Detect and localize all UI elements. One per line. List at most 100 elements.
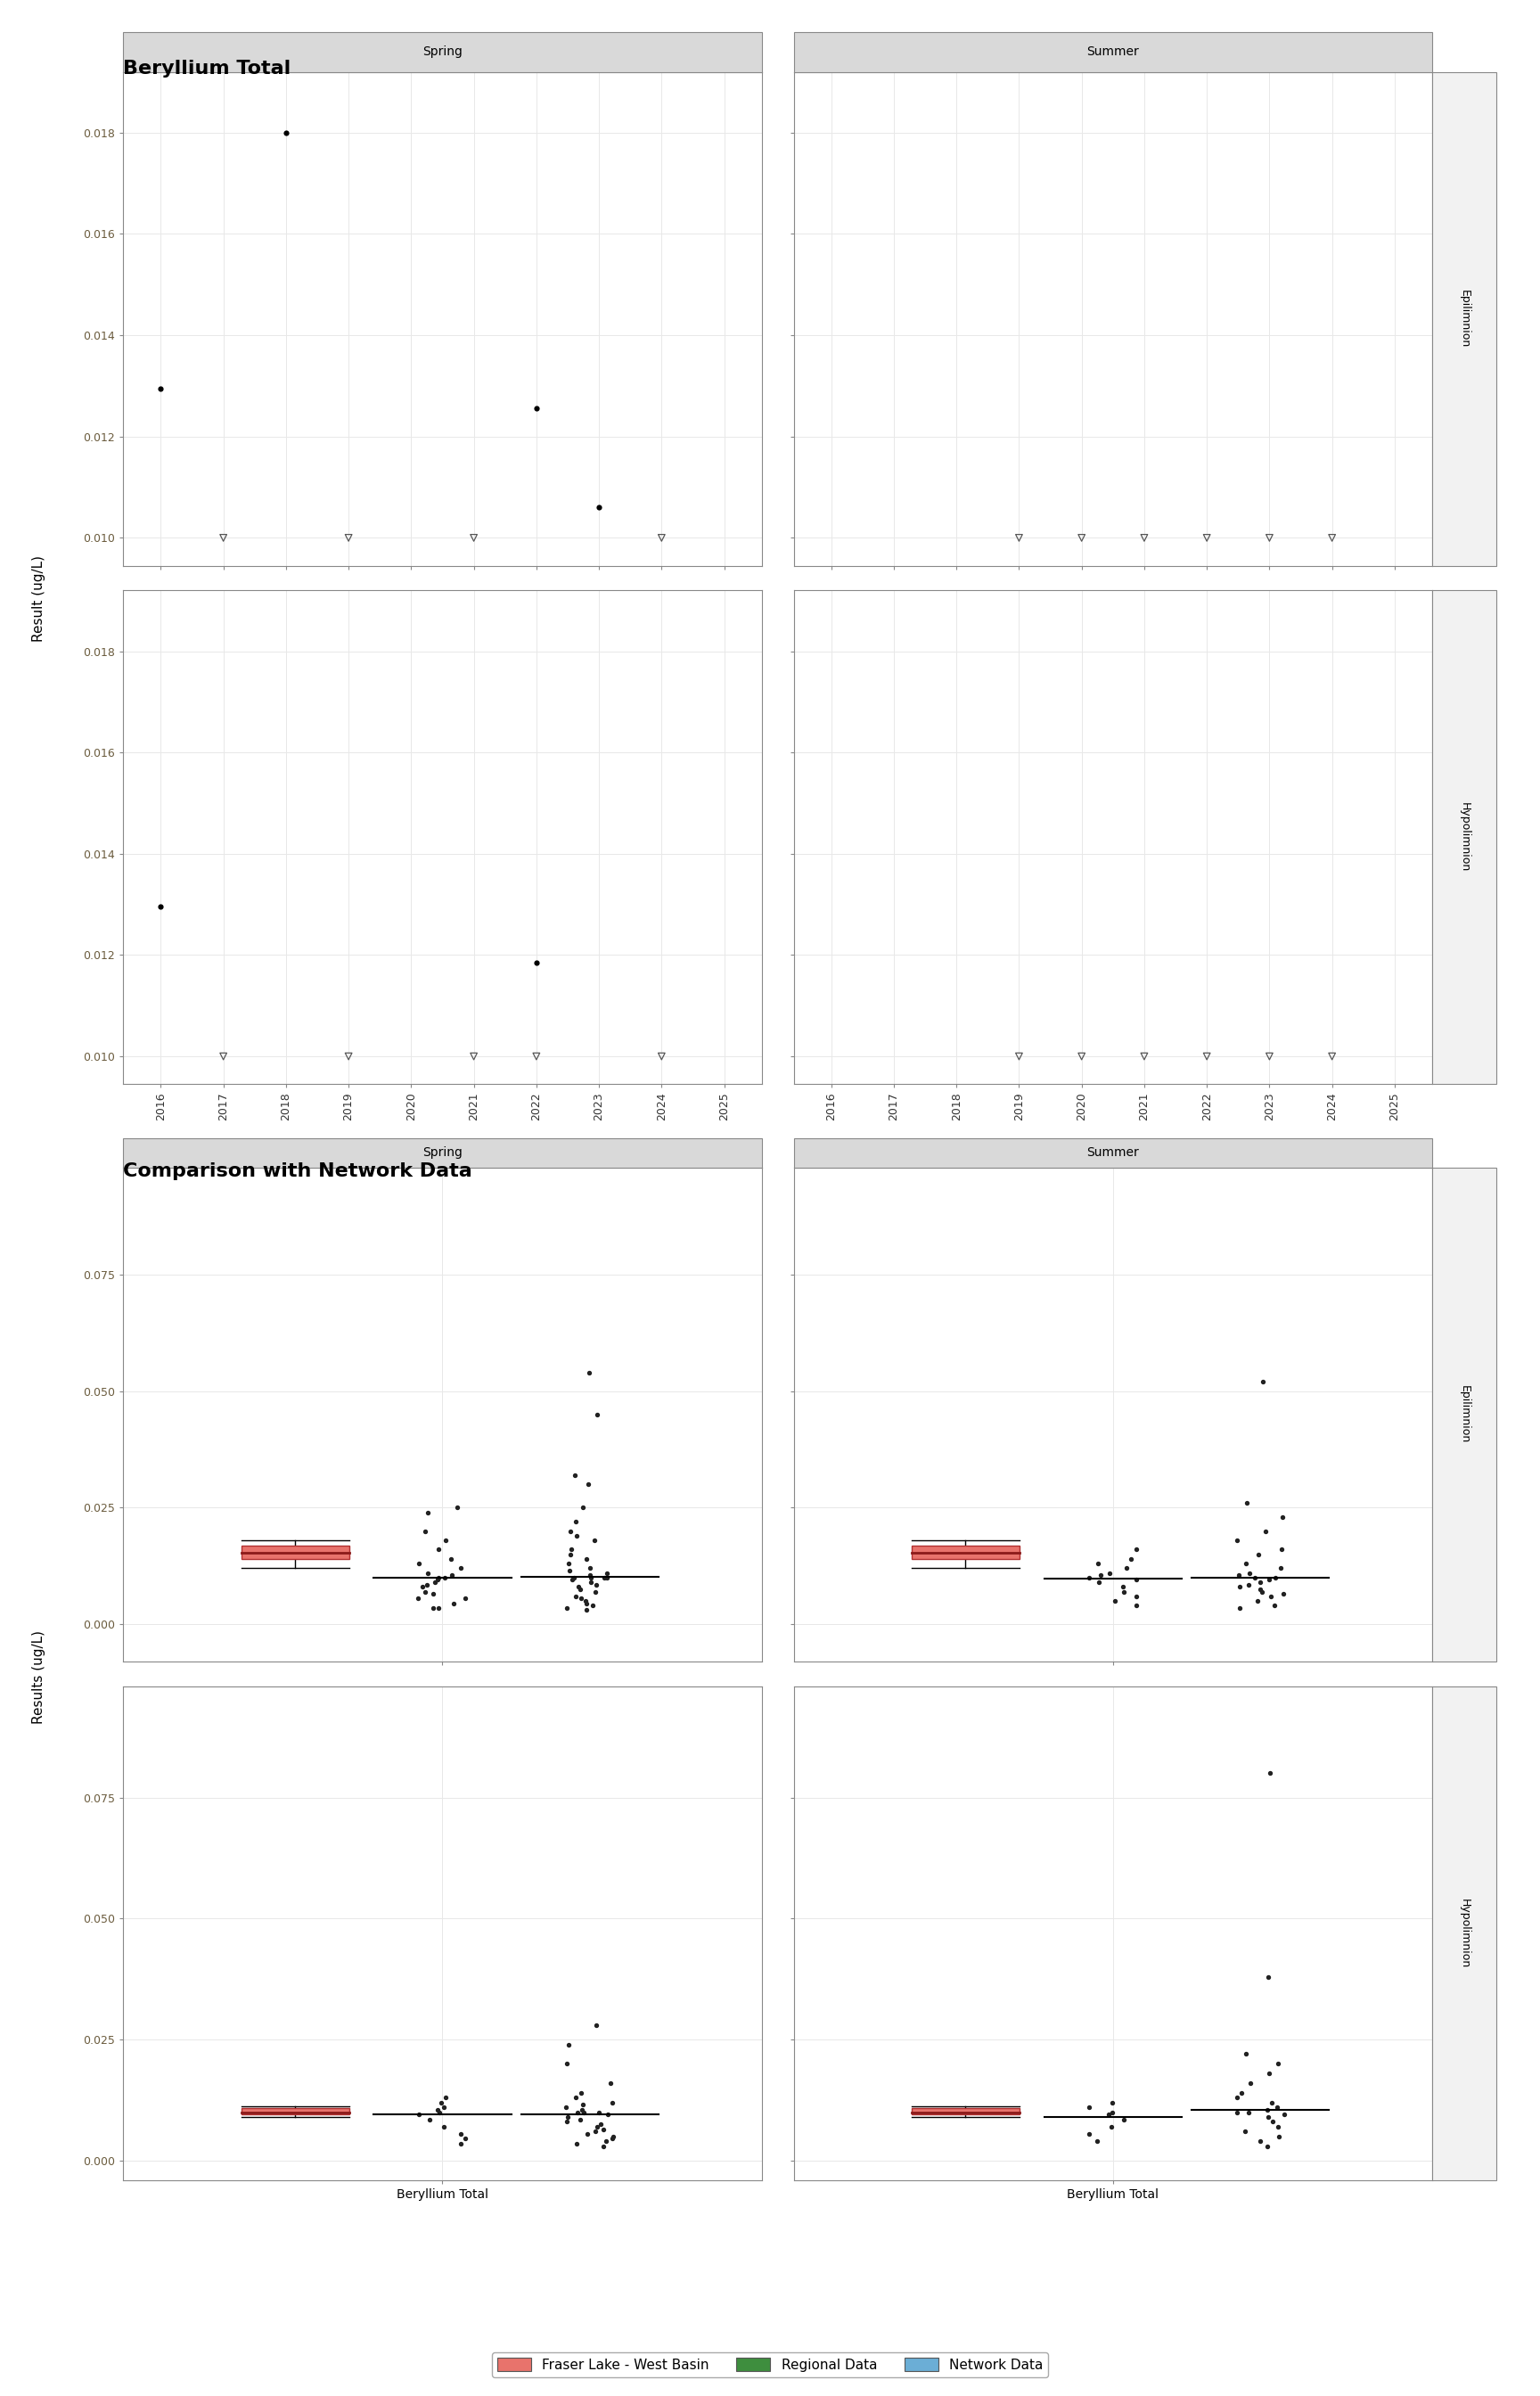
- Text: Epilimnion: Epilimnion: [1458, 1385, 1469, 1445]
- Point: [579, 1562, 604, 1601]
- Point: [1224, 2077, 1249, 2116]
- Point: [439, 1541, 464, 1579]
- Point: [553, 2089, 578, 2128]
- Point: [1266, 2118, 1291, 2156]
- Point: [1257, 2099, 1281, 2137]
- Point: [211, 518, 236, 556]
- Point: [1224, 2094, 1249, 2132]
- Point: [1227, 1589, 1252, 1627]
- Point: [584, 1565, 608, 1603]
- Point: [1250, 1363, 1275, 1402]
- Text: Hypolimnion: Hypolimnion: [1458, 1898, 1469, 1967]
- Bar: [242, 2108, 350, 2116]
- Point: [1195, 1037, 1220, 1076]
- Point: [1237, 2094, 1261, 2132]
- Point: [462, 1037, 487, 1076]
- Point: [1227, 1567, 1252, 1605]
- Bar: [123, 34, 762, 72]
- Point: [1247, 1569, 1272, 1608]
- Point: [599, 2085, 624, 2123]
- Point: [1087, 1562, 1112, 1601]
- Point: [565, 2094, 590, 2132]
- Bar: [912, 1545, 1019, 1560]
- Point: [439, 1555, 464, 1593]
- Point: [1086, 1545, 1110, 1584]
- Point: [148, 889, 172, 927]
- Point: [410, 1567, 434, 1605]
- Point: [427, 1589, 451, 1627]
- Point: [556, 2099, 581, 2137]
- Point: [587, 489, 611, 527]
- Point: [650, 518, 675, 556]
- Point: [578, 1557, 602, 1596]
- Point: [431, 2108, 456, 2147]
- Point: [413, 1572, 437, 1610]
- Point: [1235, 1483, 1260, 1521]
- Point: [573, 1581, 598, 1620]
- Point: [582, 2113, 607, 2152]
- Point: [431, 2089, 456, 2128]
- Point: [1257, 518, 1281, 556]
- Bar: [1432, 1687, 1495, 2180]
- Point: [1007, 1037, 1032, 1076]
- Bar: [123, 1138, 762, 1167]
- Point: [1237, 1565, 1261, 1603]
- Point: [427, 1557, 451, 1596]
- Point: [1270, 1498, 1295, 1536]
- Point: [557, 1536, 582, 1574]
- Bar: [793, 34, 1432, 72]
- Point: [1238, 1553, 1263, 1591]
- Point: [557, 1512, 582, 1550]
- Point: [1118, 1541, 1143, 1579]
- Point: [448, 1550, 473, 1589]
- Point: [427, 2094, 451, 2132]
- Point: [1264, 2089, 1289, 2128]
- Point: [1112, 1572, 1137, 1610]
- Point: [1076, 1557, 1101, 1596]
- Point: [422, 1562, 447, 1601]
- Point: [524, 944, 548, 982]
- Point: [591, 2111, 616, 2149]
- Point: [601, 2120, 625, 2159]
- Point: [1076, 2116, 1101, 2154]
- Point: [1103, 1581, 1127, 1620]
- Text: Hypolimnion: Hypolimnion: [1458, 803, 1469, 872]
- Point: [427, 1531, 451, 1569]
- Point: [211, 1037, 236, 1076]
- Point: [1124, 1531, 1149, 1569]
- Point: [574, 1584, 599, 1622]
- Point: [1247, 1562, 1272, 1601]
- Point: [570, 1579, 594, 1617]
- Point: [1320, 518, 1344, 556]
- Point: [1124, 1577, 1149, 1615]
- Point: [448, 2116, 473, 2154]
- Text: Result (ug/L): Result (ug/L): [32, 556, 45, 642]
- Point: [576, 1466, 601, 1505]
- Point: [578, 1555, 602, 1593]
- Point: [571, 2094, 596, 2132]
- Point: [588, 2106, 613, 2144]
- Point: [568, 1569, 593, 1608]
- Point: [591, 2128, 616, 2166]
- Point: [1257, 1560, 1281, 1598]
- Point: [591, 1557, 616, 1596]
- Point: [1269, 1531, 1294, 1569]
- Point: [433, 2077, 457, 2116]
- Point: [1250, 1572, 1275, 1610]
- Text: Beryllium Total: Beryllium Total: [123, 60, 291, 77]
- Point: [1132, 518, 1157, 556]
- Point: [584, 2005, 608, 2044]
- Point: [414, 1565, 439, 1603]
- Point: [1255, 2092, 1280, 2130]
- Point: [574, 1541, 599, 1579]
- Point: [407, 1545, 431, 1584]
- Point: [1227, 1555, 1252, 1593]
- Point: [593, 2123, 618, 2161]
- Point: [1255, 2128, 1280, 2166]
- Point: [407, 2096, 431, 2135]
- Point: [417, 2101, 442, 2140]
- Point: [1124, 1586, 1149, 1624]
- Point: [1266, 2044, 1291, 2082]
- Point: [564, 1517, 588, 1555]
- Point: [336, 1037, 360, 1076]
